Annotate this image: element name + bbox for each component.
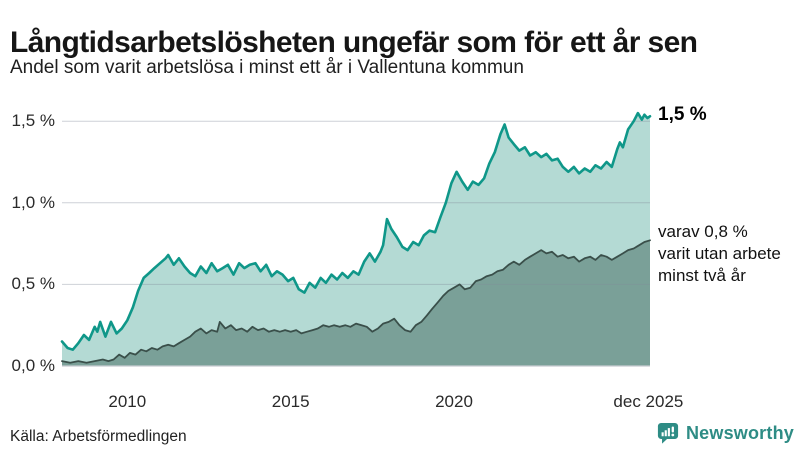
x-axis-tick-label: dec 2025 [613,392,684,411]
newsworthy-logo: Newsworthy [657,422,794,445]
newsworthy-icon [657,422,679,444]
source-attribution: Källa: Arbetsförmedlingen [10,428,187,445]
secondary-series-annotation: varav 0,8 % varit utan arbete minst två … [658,221,781,287]
x-axis-tick-label: 2020 [435,392,473,411]
x-axis-tick-label: 2010 [108,392,147,411]
annotation-line-1: varav 0,8 % [658,222,748,241]
x-axis-tick-label: 2015 [271,392,310,411]
series-line-minst-tva-ar [61,239,651,364]
area-fill-minst-tva-ar [62,240,650,366]
y-axis-tick-label: 0,0 % [11,356,55,375]
page-title: Långtidsarbetslösheten ungefär som för e… [10,26,698,60]
y-axis-tick-label: 1,5 % [11,111,55,131]
annotation-line-2: varit utan arbete [658,244,781,263]
y-axis-tick-label: 0,5 % [11,274,55,294]
chart-subtitle: Andel som varit arbetslösa i minst ett å… [10,57,524,78]
newsworthy-wordmark: Newsworthy [685,423,794,443]
annotation-line-3: minst två år [658,266,746,285]
primary-series-end-value-label: 1,5 % [658,104,707,125]
y-axis-tick-label: 1,0 % [11,192,55,212]
series-line-minst-ett-ar [60,111,652,351]
